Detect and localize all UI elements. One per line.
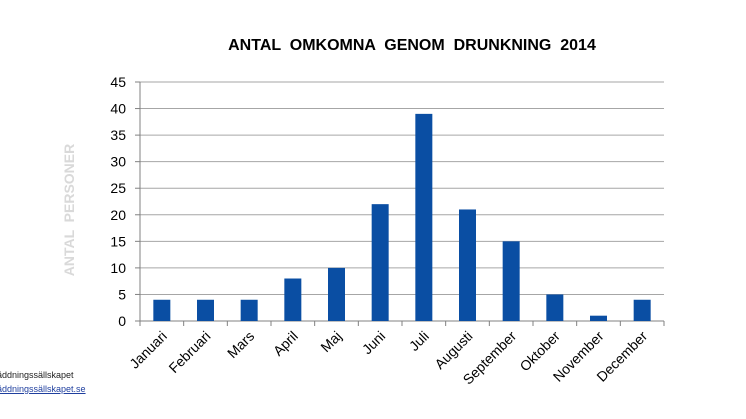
x-tick-label: Mars — [224, 328, 257, 361]
y-tick-label: 35 — [110, 127, 126, 143]
bar-juli — [415, 113, 433, 321]
y-tick-label: 30 — [110, 154, 126, 170]
bar-augusti — [459, 209, 476, 321]
y-tick-label: 5 — [118, 286, 126, 302]
axes — [135, 81, 665, 326]
bar-september — [502, 241, 520, 321]
y-tick-label: 0 — [118, 313, 126, 329]
bar-oktober — [546, 294, 564, 321]
y-tick-label: 20 — [110, 207, 126, 223]
gridlines — [140, 81, 664, 295]
y-tick-label: 15 — [110, 233, 126, 249]
footer-website-link[interactable]: räddningssällskapet.se — [0, 384, 86, 394]
x-tick-label: April — [270, 328, 301, 359]
x-tick-label: Februari — [165, 328, 213, 376]
y-tick-label: 10 — [110, 260, 126, 276]
bar-december — [633, 299, 651, 321]
y-tick-label: 45 — [110, 74, 126, 90]
chart-title: ANTAL OMKOMNA GENOM DRUNKNING 2014 — [228, 37, 596, 54]
bar-januari — [153, 299, 171, 321]
x-tick-label: Januari — [126, 328, 170, 372]
x-tick-label: Juni — [359, 328, 388, 357]
bar-februari — [197, 299, 214, 321]
footer-organization: räddningssällskapet — [0, 370, 74, 380]
x-tick-label: Maj — [317, 328, 344, 355]
bar-maj — [328, 267, 345, 321]
bars — [153, 113, 651, 321]
bar-april — [284, 278, 302, 321]
y-tick-label: 25 — [110, 180, 126, 196]
bar-november — [590, 315, 607, 321]
x-tick-label: Juli — [406, 328, 432, 354]
y-tick-label: 40 — [110, 101, 126, 117]
bar-juni — [371, 204, 389, 321]
y-tick-labels: 0 5 10 15 20 25 30 35 40 45 — [110, 74, 126, 329]
y-axis-label: ANTAL PERSONER — [61, 144, 77, 277]
bar-mars — [240, 299, 258, 321]
